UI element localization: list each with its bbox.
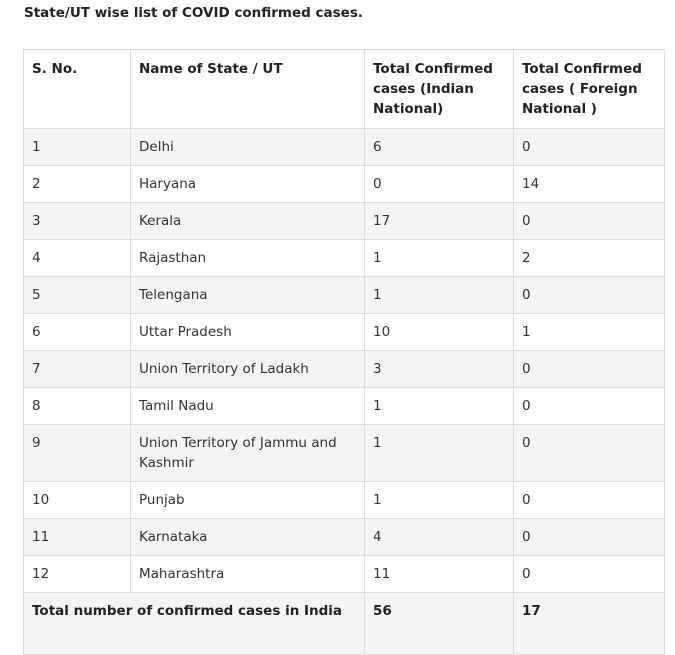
serial-number-cell: 11	[23, 518, 131, 556]
state-name-cell: Tamil Nadu	[130, 387, 365, 425]
serial-number-cell: 4	[23, 239, 131, 277]
page-title: State/UT wise list of COVID confirmed ca…	[24, 5, 363, 21]
serial-number-cell: 7	[23, 350, 131, 388]
foreign-cases-cell: 0	[513, 276, 665, 314]
table-row: 12 Maharashtra 11 0	[23, 555, 665, 593]
table-row: 11 Karnataka 4 0	[23, 518, 665, 556]
header-foreign-national-cases: Total Confirmed cases ( Foreign National…	[513, 49, 665, 129]
foreign-cases-cell: 0	[513, 202, 665, 240]
indian-cases-cell: 0	[364, 165, 514, 203]
table-row: 5 Telengana 1 0	[23, 276, 665, 314]
indian-cases-cell: 17	[364, 202, 514, 240]
serial-number-cell: 9	[23, 424, 131, 482]
table-row: 9 Union Territory of Jammu and Kashmir 1…	[23, 424, 665, 482]
state-name-cell: Union Territory of Jammu and Kashmir	[130, 424, 365, 482]
indian-cases-cell: 3	[364, 350, 514, 388]
state-name-cell: Karnataka	[130, 518, 365, 556]
serial-number-cell: 6	[23, 313, 131, 351]
table-row: 8 Tamil Nadu 1 0	[23, 387, 665, 425]
total-label-cell: Total number of confirmed cases in India	[23, 592, 365, 655]
foreign-cases-cell: 0	[513, 128, 665, 166]
foreign-cases-cell: 0	[513, 387, 665, 425]
foreign-cases-cell: 14	[513, 165, 665, 203]
serial-number-cell: 8	[23, 387, 131, 425]
serial-number-cell: 2	[23, 165, 131, 203]
covid-cases-table: S. No. Name of State / UT Total Confirme…	[23, 49, 665, 655]
table-row: 7 Union Territory of Ladakh 3 0	[23, 350, 665, 388]
indian-cases-cell: 1	[364, 481, 514, 519]
state-name-cell: Punjab	[130, 481, 365, 519]
foreign-cases-cell: 2	[513, 239, 665, 277]
table-header-row: S. No. Name of State / UT Total Confirme…	[23, 49, 665, 129]
indian-cases-cell: 1	[364, 424, 514, 482]
state-name-cell: Union Territory of Ladakh	[130, 350, 365, 388]
table-row: 2 Haryana 0 14	[23, 165, 665, 203]
header-state-name: Name of State / UT	[130, 49, 365, 129]
foreign-cases-cell: 0	[513, 481, 665, 519]
state-name-cell: Uttar Pradesh	[130, 313, 365, 351]
header-serial-number: S. No.	[23, 49, 131, 129]
indian-cases-cell: 1	[364, 276, 514, 314]
table-row: 10 Punjab 1 0	[23, 481, 665, 519]
serial-number-cell: 5	[23, 276, 131, 314]
total-indian-cases-cell: 56	[364, 592, 514, 655]
table-row: 4 Rajasthan 1 2	[23, 239, 665, 277]
table-total-row: Total number of confirmed cases in India…	[23, 592, 665, 655]
foreign-cases-cell: 0	[513, 350, 665, 388]
serial-number-cell: 1	[23, 128, 131, 166]
serial-number-cell: 3	[23, 202, 131, 240]
indian-cases-cell: 11	[364, 555, 514, 593]
state-name-cell: Kerala	[130, 202, 365, 240]
foreign-cases-cell: 1	[513, 313, 665, 351]
state-name-cell: Delhi	[130, 128, 365, 166]
state-name-cell: Haryana	[130, 165, 365, 203]
total-foreign-cases-cell: 17	[513, 592, 665, 655]
indian-cases-cell: 1	[364, 387, 514, 425]
table-row: 1 Delhi 6 0	[23, 128, 665, 166]
serial-number-cell: 12	[23, 555, 131, 593]
state-name-cell: Maharashtra	[130, 555, 365, 593]
foreign-cases-cell: 0	[513, 555, 665, 593]
state-name-cell: Telengana	[130, 276, 365, 314]
indian-cases-cell: 10	[364, 313, 514, 351]
table-row: 6 Uttar Pradesh 10 1	[23, 313, 665, 351]
header-indian-national-cases: Total Confirmed cases (Indian National)	[364, 49, 514, 129]
indian-cases-cell: 1	[364, 239, 514, 277]
table-row: 3 Kerala 17 0	[23, 202, 665, 240]
serial-number-cell: 10	[23, 481, 131, 519]
indian-cases-cell: 4	[364, 518, 514, 556]
indian-cases-cell: 6	[364, 128, 514, 166]
foreign-cases-cell: 0	[513, 518, 665, 556]
foreign-cases-cell: 0	[513, 424, 665, 482]
state-name-cell: Rajasthan	[130, 239, 365, 277]
